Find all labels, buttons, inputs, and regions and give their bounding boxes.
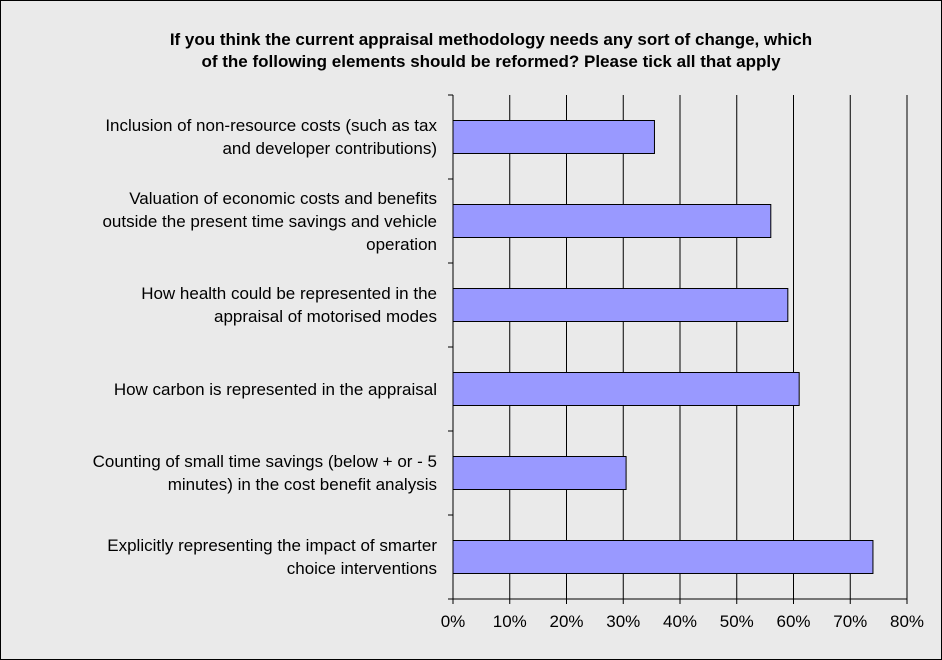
x-tick-label: 60% bbox=[776, 612, 810, 631]
x-tick-label: 80% bbox=[890, 612, 924, 631]
x-tick-label: 50% bbox=[720, 612, 754, 631]
category-label-line: operation bbox=[366, 234, 437, 254]
category-label-line: minutes) in the cost benefit analysis bbox=[167, 475, 437, 494]
category-label: Valuation of economic costs and benefits… bbox=[7, 187, 437, 256]
x-tick-label: 20% bbox=[549, 612, 583, 631]
category-label-line: How health could be represented in the bbox=[141, 284, 437, 303]
x-tick-label: 70% bbox=[833, 612, 867, 631]
category-label-line: outside the present time savings and veh… bbox=[102, 211, 437, 231]
bar bbox=[452, 120, 655, 154]
category-label-line: Valuation of economic costs and benefits bbox=[129, 188, 437, 208]
category-label: How carbon is represented in the apprais… bbox=[7, 378, 437, 401]
bar bbox=[452, 456, 627, 490]
chart-title: If you think the current appraisal metho… bbox=[61, 29, 921, 73]
x-tick-label: 30% bbox=[606, 612, 640, 631]
category-label-line: choice interventions bbox=[286, 559, 437, 578]
category-label-line: Explicitly representing the impact of sm… bbox=[107, 536, 437, 555]
bar bbox=[452, 540, 874, 574]
bar bbox=[452, 204, 772, 238]
category-label: Counting of small time savings (below + … bbox=[7, 450, 437, 496]
chart-title-line-1: If you think the current appraisal metho… bbox=[169, 30, 813, 49]
category-label: How health could be represented in the ap… bbox=[7, 282, 437, 328]
category-label: Inclusion of non-resource costs (such as… bbox=[7, 114, 437, 160]
category-label-line: Inclusion of non-resource costs (such as… bbox=[105, 116, 437, 135]
category-label-line: appraisal of motorised modes bbox=[213, 307, 437, 326]
chart-title-line-2: of the following elements should be refo… bbox=[201, 52, 781, 71]
category-label-line: and developer contributions) bbox=[222, 139, 437, 158]
x-tick-label: 10% bbox=[493, 612, 527, 631]
category-label: Explicitly representing the impact of sm… bbox=[7, 534, 437, 580]
bar bbox=[452, 288, 789, 322]
category-label-line: Counting of small time savings (below + … bbox=[92, 452, 437, 471]
category-label-line: How carbon is represented in the apprais… bbox=[113, 379, 437, 399]
bar bbox=[452, 372, 800, 406]
x-tick-label: 0% bbox=[441, 612, 466, 631]
x-tick-label: 40% bbox=[663, 612, 697, 631]
